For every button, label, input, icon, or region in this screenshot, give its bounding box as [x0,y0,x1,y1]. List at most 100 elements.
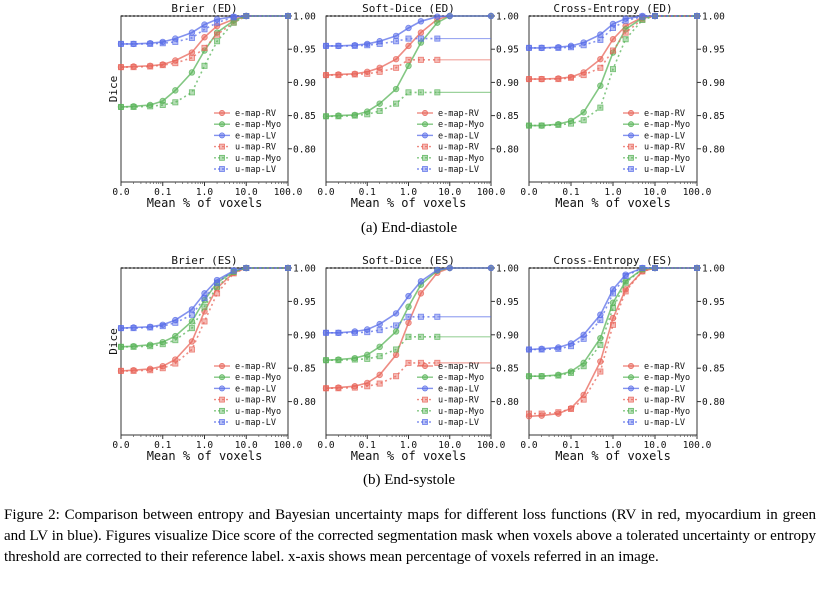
legend-marker [628,363,634,369]
point-u-map-RV [201,318,208,325]
series-line-u-map-Myo [529,267,697,377]
point-u-map-RV [610,47,617,54]
point-e-map-Myo [188,318,196,325]
x-tick-label: 100.0 [274,187,303,198]
point-u-map-Myo [214,38,221,45]
legend-label: u-map-LV [438,165,479,175]
point-u-map-Myo [434,333,441,340]
legend-marker [422,419,428,425]
legend-label: u-map-RV [235,143,276,153]
y-tick-label: 1.00 [293,12,316,23]
point-u-map-LV [405,313,412,320]
x-axis-label: Mean % of voxels [555,449,671,463]
point-u-map-RV [159,365,166,372]
point-u-map-RV [188,346,195,353]
point-u-map-LV [188,311,195,318]
legend-label: u-map-LV [235,418,276,428]
point-u-map-Myo [159,341,166,348]
point-u-map-LV [118,325,125,332]
point-u-map-RV [526,76,533,83]
legend-label: e-map-RV [644,109,685,119]
point-e-map-Myo [580,109,587,116]
x-axis-label: Mean % of voxels [555,196,671,210]
legend-label: e-map-LV [438,384,479,394]
chart-title: Soft-Dice (ED) [362,2,455,15]
point-u-map-LV [159,40,166,47]
point-u-map-Myo [351,112,358,119]
point-u-map-RV [335,72,342,79]
point-u-map-LV [580,335,587,342]
legend-marker [422,132,428,139]
x-tick-label: 10.0 [644,440,667,451]
point-e-map-Myo [172,87,179,94]
y-tick-label: 0.80 [293,397,316,408]
legend-marker [628,419,634,425]
point-e-map-LV [487,264,495,272]
point-u-map-RV [147,63,154,70]
legend-label: u-map-Myo [644,154,690,164]
point-e-map-RV [392,351,400,359]
legend-marker [219,143,225,150]
x-tick-label: 100.0 [477,187,506,198]
point-u-map-LV [417,35,424,42]
point-e-map-LV [188,29,196,36]
legend-marker [422,385,428,392]
series-line-u-map-Myo [121,267,288,348]
legend-label: u-map-LV [438,418,479,428]
x-tick-label: 10.0 [235,187,258,198]
legend-marker [219,110,225,116]
point-u-map-LV [405,35,412,42]
point-u-map-LV [201,295,208,302]
series-line-u-map-LV [529,15,697,49]
point-u-map-LV [376,327,383,334]
legend-label: e-map-LV [644,131,685,141]
y-tick-label: 0.80 [702,144,725,155]
y-tick-label: 0.85 [293,111,316,122]
legend-label: e-map-LV [235,384,276,394]
point-u-map-RV [568,405,575,412]
point-u-map-LV [147,324,154,331]
legend-marker [628,396,634,403]
legend-label: e-map-Myo [644,120,690,130]
legend-marker [628,407,634,414]
point-u-map-LV [188,34,195,41]
point-u-map-LV [568,343,575,350]
point-e-map-RV [392,55,400,63]
x-tick-label: 100.0 [274,440,303,451]
point-u-map-LV [118,40,125,47]
point-u-map-RV [376,380,383,387]
point-e-map-RV [417,290,425,297]
legend-label: u-map-Myo [438,154,484,164]
point-u-map-RV [172,360,179,367]
x-axis-label: Mean % of voxels [351,449,467,463]
point-u-map-Myo [568,369,575,376]
legend-label: u-map-Myo [235,407,281,417]
legend-marker [219,419,225,425]
legend-marker [422,374,428,381]
legend-label: e-map-RV [438,109,479,119]
point-u-map-LV [172,38,179,45]
point-u-map-LV [610,290,617,297]
point-e-map-RV [417,29,425,36]
legend-label: e-map-LV [235,131,276,141]
x-tick-label: 100.0 [683,440,712,451]
point-u-map-LV [335,329,342,336]
point-u-map-LV [130,325,137,332]
point-u-map-Myo [610,66,617,73]
point-u-map-Myo [322,113,329,120]
point-e-map-LV [417,278,425,285]
y-tick-label: 1.00 [702,264,725,275]
point-e-map-RV [188,338,196,345]
y-tick-label: 0.90 [293,330,316,341]
legend-marker [628,385,634,392]
y-tick-label: 0.85 [496,364,519,375]
point-u-map-Myo [351,356,358,363]
point-u-map-RV [597,368,604,375]
point-u-map-Myo [538,373,545,380]
point-e-map-LV [392,310,400,317]
point-u-map-Myo [230,19,237,26]
x-tick-label: 1.0 [604,187,621,198]
x-tick-label: 10.0 [235,440,258,451]
point-u-map-RV [580,72,587,79]
x-tick-label: 0.0 [520,440,537,451]
